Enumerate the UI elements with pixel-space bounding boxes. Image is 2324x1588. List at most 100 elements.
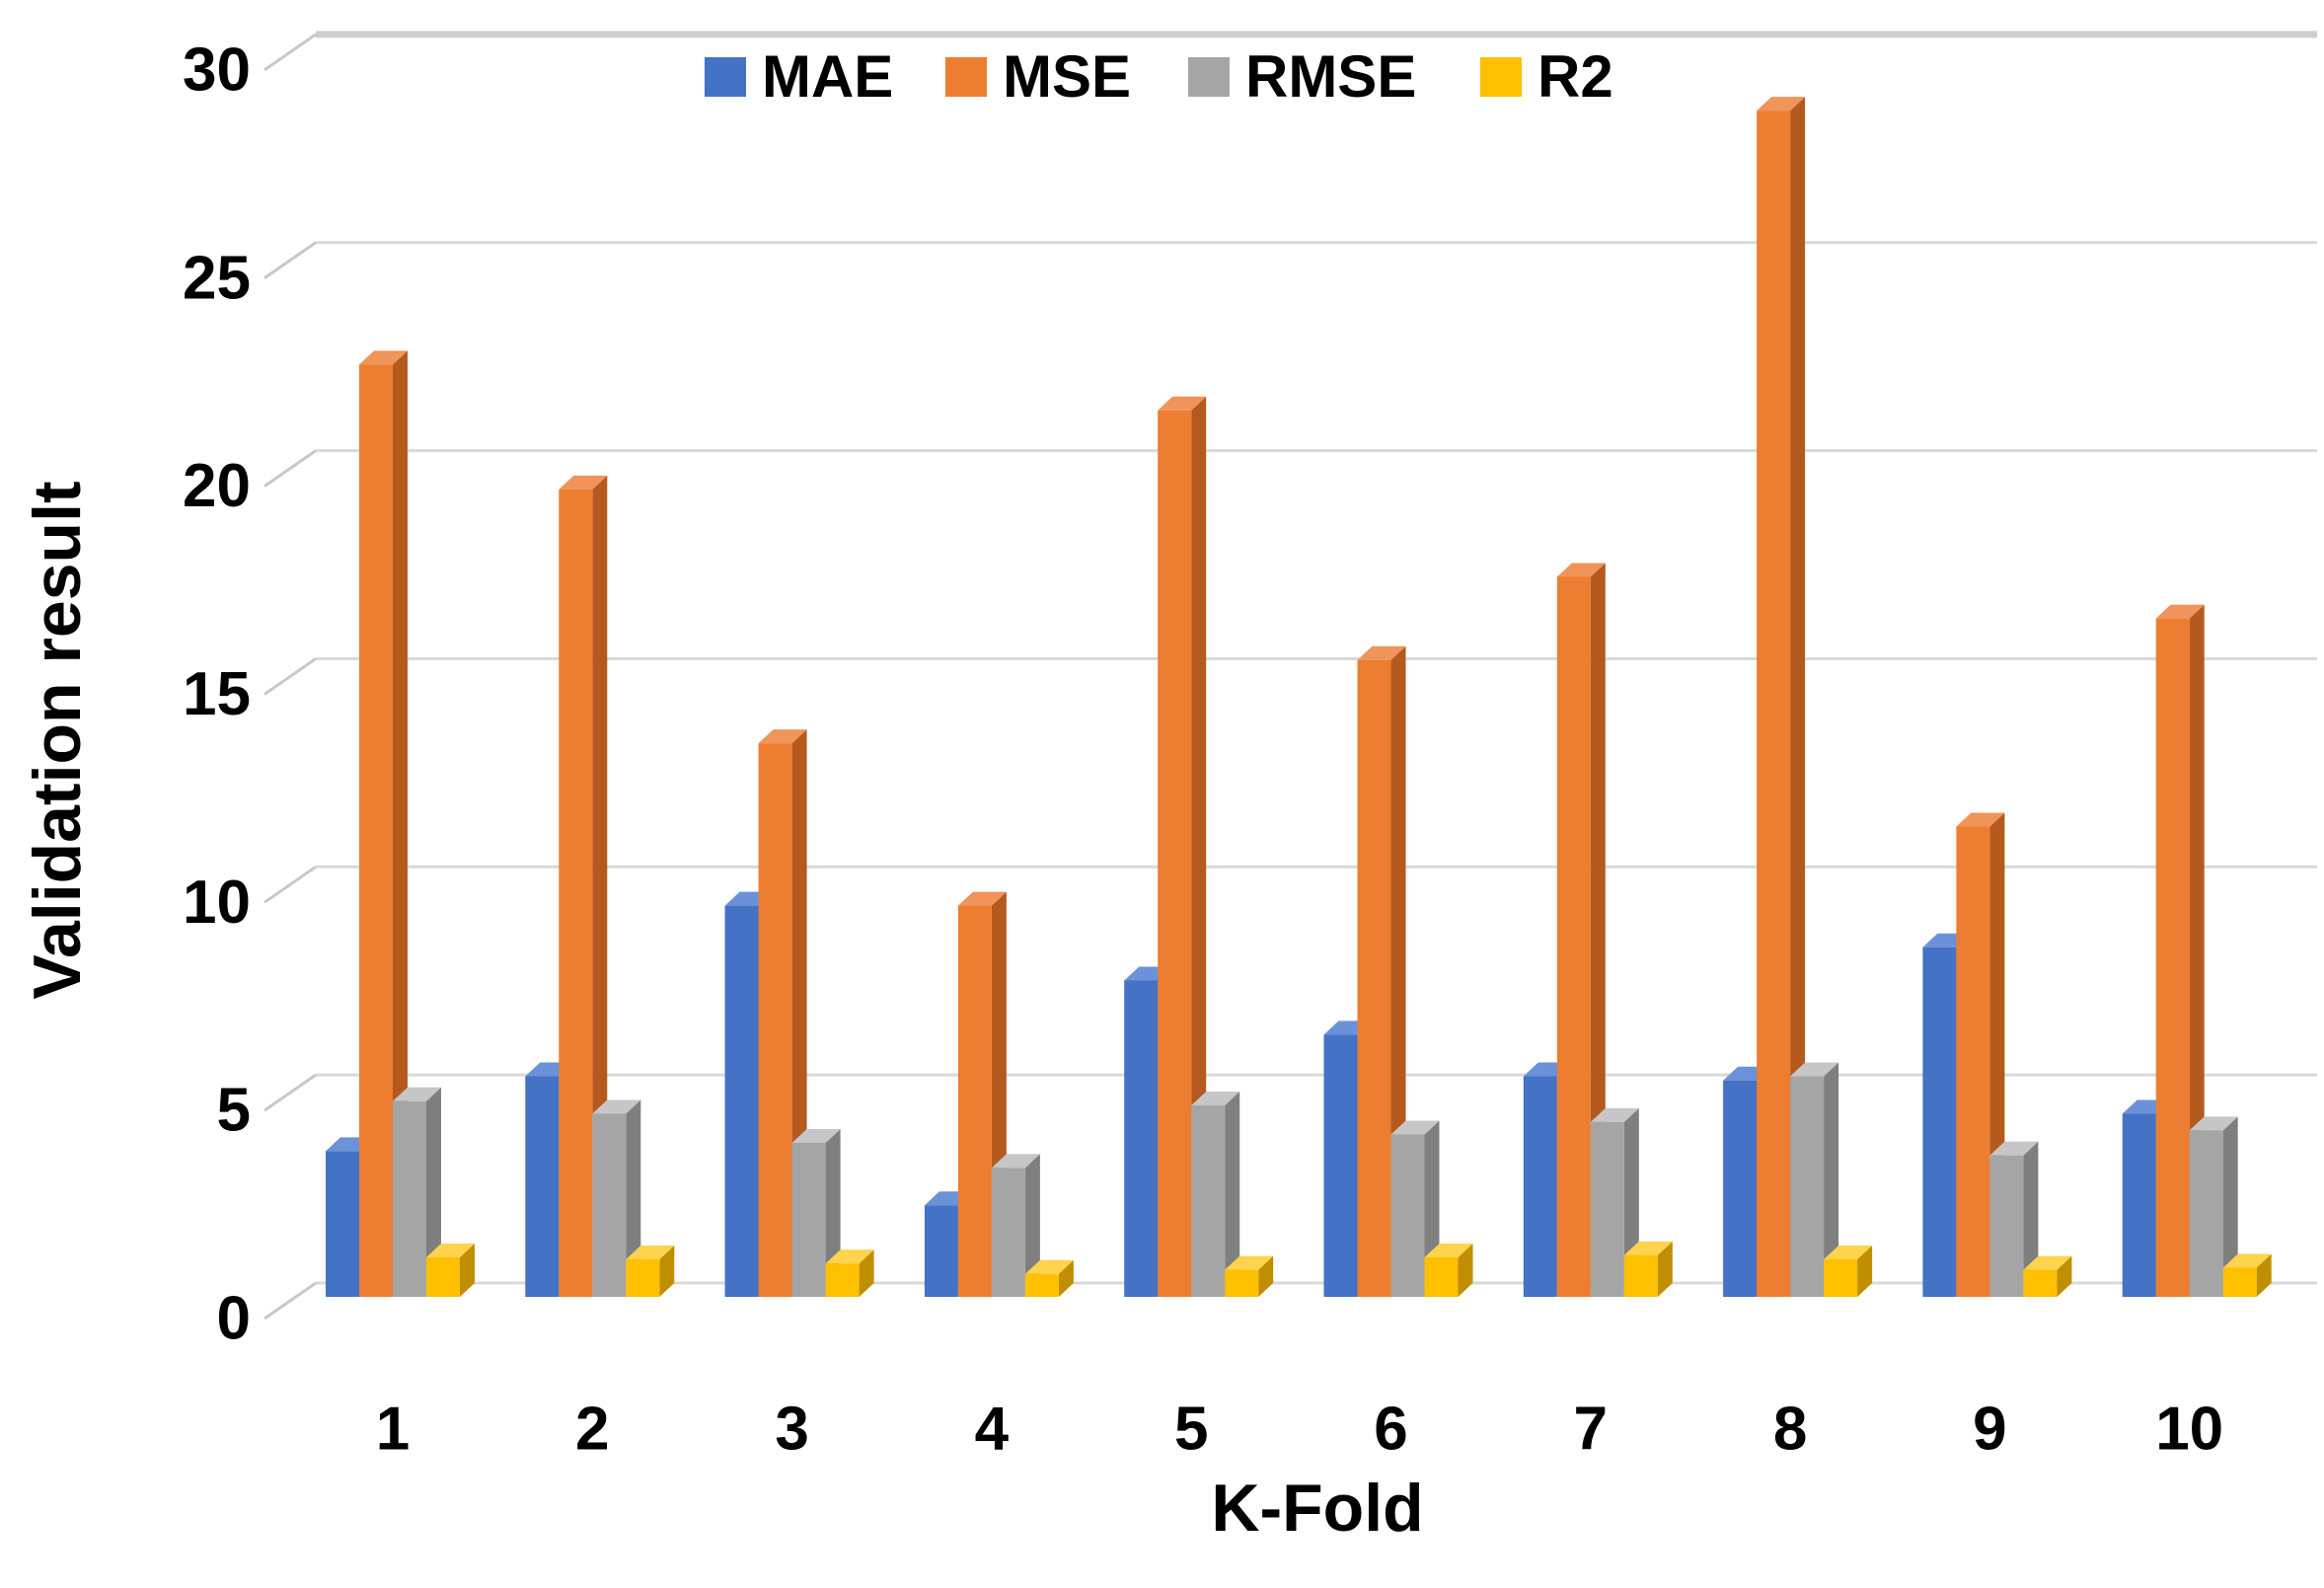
bar-R2-8 xyxy=(1824,1259,1858,1297)
bar-top-R2-3 xyxy=(825,1249,874,1264)
bar-RMSE-9 xyxy=(1989,1155,2024,1297)
y-tick-mark-25 xyxy=(263,241,317,279)
bar-side-MSE-1 xyxy=(393,350,408,1298)
bar-top-MSE-5 xyxy=(1158,396,1207,411)
bar-MSE-2 xyxy=(559,489,593,1298)
bar-side-RMSE-8 xyxy=(1824,1062,1839,1297)
y-tick-label-5: 5 xyxy=(217,1077,251,1145)
bar-MSE-5 xyxy=(1158,410,1192,1297)
bar-top-R2-10 xyxy=(2222,1253,2272,1268)
bar-RMSE-4 xyxy=(991,1168,1025,1297)
bar-top-RMSE-2 xyxy=(592,1099,641,1114)
x-axis-title: K-Fold xyxy=(1211,1471,1424,1546)
bar-side-RMSE-2 xyxy=(626,1099,641,1297)
x-tick-label-6: 6 xyxy=(1374,1396,1407,1464)
bar-side-RMSE-4 xyxy=(1024,1154,1040,1297)
y-tick-mark-15 xyxy=(263,657,317,696)
x-tick-label-2: 2 xyxy=(575,1396,609,1464)
bar-top-R2-4 xyxy=(1024,1259,1074,1274)
y-tick-label-0: 0 xyxy=(217,1285,251,1353)
bar-top-RMSE-10 xyxy=(2189,1116,2238,1131)
bar-side-MSE-2 xyxy=(592,475,608,1298)
y-tick-label-30: 30 xyxy=(183,36,251,104)
bar-top-R2-8 xyxy=(1824,1246,1873,1260)
bar-side-R2-5 xyxy=(1258,1255,1274,1297)
bar-MAE-3 xyxy=(724,905,759,1297)
bar-R2-10 xyxy=(2222,1267,2257,1297)
bar-side-R2-6 xyxy=(1458,1243,1473,1297)
bar-MAE-7 xyxy=(1523,1076,1557,1297)
x-tick-label-10: 10 xyxy=(2155,1396,2223,1464)
bar-top-MSE-2 xyxy=(559,475,608,490)
y-tick-label-20: 20 xyxy=(183,452,251,520)
bar-top-RMSE-4 xyxy=(991,1154,1040,1169)
bar-top-RMSE-6 xyxy=(1390,1120,1440,1135)
x-tick-label-3: 3 xyxy=(775,1396,808,1464)
bar-top-MSE-9 xyxy=(1956,812,2005,827)
bar-RMSE-7 xyxy=(1590,1121,1624,1297)
bar-side-RMSE-5 xyxy=(1225,1092,1240,1297)
bar-top-RMSE-7 xyxy=(1590,1107,1639,1122)
bar-R2-2 xyxy=(626,1259,660,1297)
bar-top-MSE-6 xyxy=(1357,645,1406,660)
x-tick-label-1: 1 xyxy=(376,1396,410,1464)
bar-RMSE-8 xyxy=(1790,1076,1825,1297)
y-axis-title: Validation result xyxy=(20,481,95,1000)
bar-top-MSE-3 xyxy=(758,729,807,744)
bar-side-R2-8 xyxy=(1857,1246,1873,1297)
bar-top-RMSE-9 xyxy=(1989,1141,2039,1156)
bar-top-R2-1 xyxy=(426,1243,475,1257)
bar-side-R2-10 xyxy=(2256,1253,2272,1297)
bar-MAE-4 xyxy=(924,1205,958,1297)
bar-side-MSE-5 xyxy=(1191,396,1207,1297)
bar-MAE-2 xyxy=(525,1076,560,1297)
bar-MSE-8 xyxy=(1757,111,1791,1297)
bar-R2-1 xyxy=(426,1256,460,1297)
bar-R2-6 xyxy=(1424,1256,1459,1297)
bar-R2-9 xyxy=(2023,1269,2058,1297)
bar-top-MSE-10 xyxy=(2155,604,2205,619)
bar-side-RMSE-9 xyxy=(2023,1141,2039,1297)
bar-side-R2-9 xyxy=(2057,1255,2072,1297)
bar-side-RMSE-10 xyxy=(2222,1116,2238,1297)
bar-MSE-1 xyxy=(359,364,393,1298)
bar-MAE-9 xyxy=(1922,946,1957,1297)
bar-top-MSE-4 xyxy=(957,891,1007,906)
x-tick-label-8: 8 xyxy=(1773,1396,1807,1464)
y-tick-label-15: 15 xyxy=(183,660,251,728)
bar-MAE-10 xyxy=(2122,1113,2156,1297)
y-tick-mark-20 xyxy=(263,449,317,488)
bar-RMSE-1 xyxy=(393,1100,426,1297)
bar-MSE-7 xyxy=(1556,576,1591,1297)
bar-top-R2-9 xyxy=(2023,1255,2072,1270)
bar-RMSE-5 xyxy=(1191,1105,1226,1297)
bar-top-R2-5 xyxy=(1225,1255,1274,1270)
bar-MSE-3 xyxy=(758,743,792,1297)
bar-side-MSE-8 xyxy=(1790,97,1806,1297)
bar-MSE-9 xyxy=(1956,826,1990,1297)
bar-side-R2-1 xyxy=(460,1243,475,1297)
x-tick-label-9: 9 xyxy=(1973,1396,2006,1464)
bar-MAE-8 xyxy=(1723,1080,1758,1297)
bar-MSE-6 xyxy=(1357,659,1391,1297)
bar-top-RMSE-3 xyxy=(791,1128,841,1143)
y-tick-mark-10 xyxy=(263,866,317,904)
bar-side-R2-7 xyxy=(1657,1241,1673,1297)
y-tick-label-25: 25 xyxy=(183,244,251,312)
bar-MSE-10 xyxy=(2155,618,2190,1297)
bar-top-R2-2 xyxy=(626,1246,675,1260)
y-tick-mark-30 xyxy=(263,33,317,72)
bar-side-R2-2 xyxy=(659,1246,675,1297)
y-tick-label-10: 10 xyxy=(183,869,251,937)
bar-top-RMSE-1 xyxy=(393,1087,441,1101)
bar-top-RMSE-8 xyxy=(1790,1062,1839,1077)
x-tick-label-4: 4 xyxy=(975,1396,1010,1464)
bar-top-RMSE-5 xyxy=(1191,1092,1240,1106)
bar-MAE-6 xyxy=(1323,1034,1358,1297)
bar-top-MSE-1 xyxy=(359,350,408,365)
bar-RMSE-3 xyxy=(791,1142,826,1297)
bar-R2-3 xyxy=(825,1263,860,1297)
x-tick-label-7: 7 xyxy=(1574,1396,1608,1464)
